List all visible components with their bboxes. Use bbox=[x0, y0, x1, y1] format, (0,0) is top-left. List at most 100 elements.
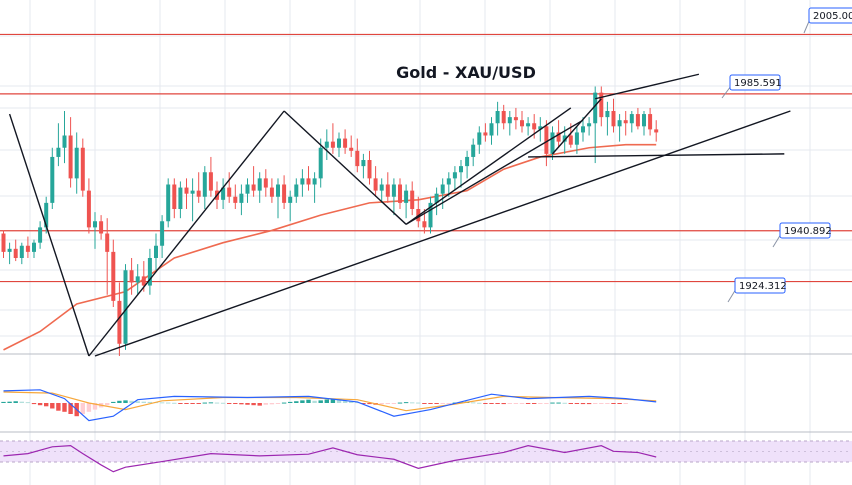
candle-body bbox=[74, 147, 79, 179]
macd-histogram-bar bbox=[294, 401, 299, 403]
macd-line bbox=[3, 389, 657, 422]
candle-body bbox=[38, 227, 43, 243]
candle-body bbox=[324, 141, 329, 148]
candle-body bbox=[105, 233, 110, 252]
macd-histogram-bar bbox=[391, 403, 397, 404]
macd-histogram-bar bbox=[355, 402, 360, 404]
candle-body bbox=[44, 202, 49, 228]
candle-body bbox=[605, 111, 610, 118]
macd-histogram-bar bbox=[403, 402, 409, 404]
trendline-0 bbox=[8, 113, 90, 357]
candle-body bbox=[459, 166, 463, 173]
candle-body bbox=[471, 144, 476, 157]
candle-body bbox=[587, 123, 592, 127]
trendline-6 bbox=[528, 153, 785, 158]
macd-histogram-bar bbox=[385, 403, 390, 404]
macd-histogram-bar bbox=[562, 402, 567, 404]
candle-body bbox=[276, 184, 280, 197]
rsi-line bbox=[3, 445, 657, 473]
level-1985-label: 1985.591 bbox=[734, 78, 782, 89]
candle-body bbox=[404, 190, 409, 203]
level-1940-label: 1940.892 bbox=[784, 226, 832, 237]
candle-body bbox=[513, 117, 518, 121]
candle-body bbox=[501, 111, 506, 124]
macd-histogram-bar bbox=[532, 403, 537, 404]
candle-body bbox=[373, 178, 378, 191]
macd-histogram-bar bbox=[336, 399, 342, 403]
macd-histogram-bar bbox=[62, 403, 67, 412]
macd-histogram-bar bbox=[501, 403, 506, 405]
macd-histogram-bar bbox=[446, 403, 451, 404]
macd-histogram-bar bbox=[135, 401, 140, 403]
candle-body bbox=[556, 132, 561, 142]
candle-body bbox=[7, 248, 12, 252]
candle-body bbox=[617, 120, 622, 127]
macd-histogram-bar bbox=[434, 403, 439, 404]
macd-histogram-bar bbox=[379, 403, 384, 405]
macd-histogram-bar bbox=[580, 403, 586, 405]
chart-title: Gold - XAU/USD bbox=[396, 63, 536, 82]
macd-histogram-bar bbox=[208, 402, 214, 404]
level-1940-label-box bbox=[779, 222, 831, 239]
macd-histogram-bar bbox=[367, 403, 372, 405]
macd-histogram-bar bbox=[519, 403, 525, 404]
macd-histogram-bar bbox=[586, 403, 592, 405]
candle-body bbox=[294, 184, 299, 197]
candle-body bbox=[526, 123, 531, 127]
macd-histogram-bar bbox=[37, 403, 43, 406]
candle-body bbox=[385, 184, 390, 197]
candle-body bbox=[239, 193, 244, 203]
level-labels: 2005.000 1985.591 1940.892 1924.312 bbox=[721, 7, 852, 303]
candle-body bbox=[269, 187, 274, 197]
candle-body bbox=[520, 120, 524, 127]
candle-body bbox=[611, 111, 616, 127]
macd-histogram-bar bbox=[483, 403, 488, 404]
macd-histogram-bar bbox=[44, 403, 49, 407]
macd-histogram-bar bbox=[25, 402, 31, 404]
candle-body bbox=[62, 135, 67, 148]
candle-body bbox=[99, 221, 104, 234]
macd-histogram-bar bbox=[471, 402, 476, 404]
candle-body bbox=[147, 258, 152, 286]
macd-histogram-bar bbox=[257, 403, 262, 406]
candle-body bbox=[257, 178, 262, 191]
candle-body bbox=[355, 150, 360, 167]
macd-histogram-bar bbox=[440, 403, 445, 404]
candle-body bbox=[532, 123, 537, 130]
trendline-5 bbox=[405, 119, 584, 225]
macd-histogram-bar bbox=[196, 403, 201, 404]
macd-histogram-bar bbox=[623, 403, 628, 404]
candle-body bbox=[178, 187, 183, 209]
candle-body bbox=[221, 187, 226, 200]
macd-histogram-bar bbox=[263, 403, 268, 405]
candle-body bbox=[574, 132, 579, 145]
macd-histogram-bar bbox=[111, 401, 116, 403]
candle-body bbox=[123, 270, 128, 344]
candle-body bbox=[263, 178, 268, 188]
macd-histogram-bar bbox=[489, 403, 494, 404]
candle-body bbox=[13, 248, 18, 258]
candle-body bbox=[129, 270, 134, 283]
macd-histogram-bar bbox=[105, 403, 110, 406]
candle-body bbox=[349, 147, 354, 151]
candle-body bbox=[538, 126, 543, 130]
candle-body bbox=[629, 114, 634, 124]
candle-body bbox=[398, 184, 402, 203]
candle-body bbox=[196, 190, 201, 197]
candle-body bbox=[330, 141, 335, 148]
trendline-4 bbox=[94, 110, 791, 357]
macd-histogram-bar bbox=[544, 403, 549, 404]
macd-histogram-bar bbox=[233, 403, 238, 404]
level-1924-label-box bbox=[734, 277, 786, 294]
macd-histogram-bar bbox=[251, 403, 256, 406]
candle-body bbox=[581, 126, 585, 133]
macd-histogram-bar bbox=[147, 401, 153, 403]
candle-body bbox=[135, 276, 140, 283]
macd-histogram-bar bbox=[31, 403, 37, 405]
macd-histogram-bar bbox=[312, 400, 317, 403]
macd-histogram-bar bbox=[525, 403, 531, 404]
candle-body bbox=[233, 196, 238, 203]
macd-histogram-bar bbox=[300, 400, 305, 403]
macd-histogram-bar bbox=[184, 403, 189, 404]
